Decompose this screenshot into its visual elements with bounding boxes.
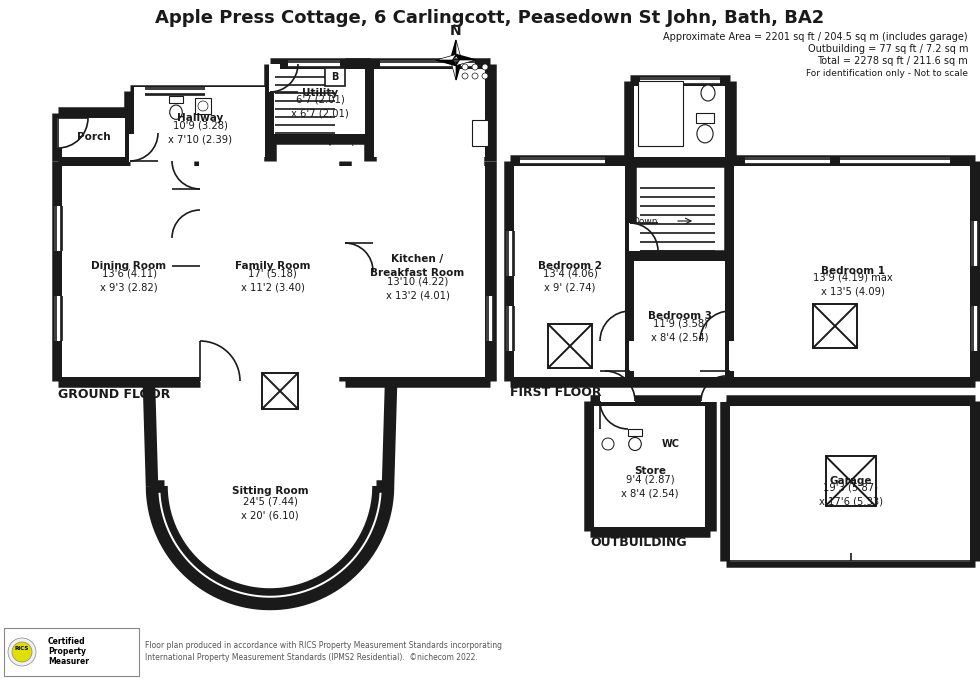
Text: Garage: Garage — [829, 476, 872, 486]
Bar — [594, 406, 705, 527]
Bar — [629, 341, 640, 371]
Ellipse shape — [697, 125, 713, 143]
Polygon shape — [436, 60, 456, 66]
Polygon shape — [451, 40, 456, 60]
Text: 19'3 (5.87)
x 17'6 (5.33): 19'3 (5.87) x 17'6 (5.33) — [818, 483, 883, 507]
Polygon shape — [436, 54, 456, 60]
Circle shape — [462, 73, 468, 79]
Circle shape — [462, 64, 468, 70]
Bar — [605, 391, 635, 402]
Bar — [145, 87, 205, 95]
Ellipse shape — [629, 438, 641, 451]
Bar — [628, 429, 642, 436]
Bar — [274, 69, 365, 134]
Text: 10'9 (3.28)
x 7'10 (2.39): 10'9 (3.28) x 7'10 (2.39) — [168, 120, 232, 144]
Bar — [629, 223, 640, 251]
Bar — [288, 60, 340, 68]
Bar — [134, 87, 265, 157]
Bar — [634, 261, 725, 377]
Bar — [600, 391, 628, 402]
Bar — [825, 456, 875, 506]
Text: Family Room: Family Room — [235, 261, 311, 271]
Bar — [199, 161, 210, 189]
Polygon shape — [456, 60, 462, 80]
Text: Apple Press Cottage, 6 Carlingcott, Peasedown St John, Bath, BA2: Apple Press Cottage, 6 Carlingcott, Peas… — [156, 9, 824, 27]
Text: Bedroom 1: Bedroom 1 — [820, 266, 885, 276]
Bar — [730, 551, 970, 562]
Bar — [269, 64, 280, 92]
Ellipse shape — [701, 85, 715, 101]
Bar — [696, 113, 714, 123]
Bar — [169, 96, 183, 104]
Text: 11'9 (3.58)
x 8'4 (2.54): 11'9 (3.58) x 8'4 (2.54) — [652, 318, 709, 342]
Bar — [729, 341, 740, 371]
Text: 13'4 (4.06)
x 9' (2.74): 13'4 (4.06) x 9' (2.74) — [543, 268, 598, 292]
Bar — [640, 77, 720, 85]
Bar — [506, 231, 514, 276]
Text: 6'7 (2.01)
x 6'7 (2.01): 6'7 (2.01) x 6'7 (2.01) — [291, 95, 349, 119]
Bar — [380, 60, 475, 68]
Text: Approximate Area = 2201 sq ft / 204.5 sq m (includes garage): Approximate Area = 2201 sq ft / 204.5 sq… — [663, 32, 968, 42]
Bar — [548, 324, 592, 368]
Polygon shape — [451, 60, 456, 80]
Text: Down: Down — [632, 217, 658, 226]
Bar — [486, 296, 494, 341]
Bar — [638, 81, 683, 146]
Text: WC: WC — [662, 439, 680, 449]
Text: For identification only - Not to scale: For identification only - Not to scale — [806, 69, 968, 78]
Circle shape — [12, 642, 32, 662]
Text: Hallway: Hallway — [176, 113, 223, 123]
Text: N: N — [450, 24, 462, 38]
Bar — [840, 157, 950, 165]
Bar — [813, 304, 857, 348]
Bar — [195, 98, 211, 114]
Text: RICS: RICS — [15, 646, 29, 650]
Text: Property: Property — [48, 648, 86, 657]
Bar — [520, 157, 605, 165]
Text: FIRST FLOOR: FIRST FLOOR — [510, 386, 602, 399]
Bar — [634, 86, 725, 157]
Text: 17' (5.18)
x 11'2 (3.40): 17' (5.18) x 11'2 (3.40) — [240, 268, 305, 292]
Text: Up: Up — [345, 137, 358, 145]
Bar — [730, 406, 970, 557]
Bar — [374, 69, 485, 157]
Ellipse shape — [170, 105, 182, 119]
Bar — [54, 206, 62, 251]
Bar — [971, 221, 979, 266]
Polygon shape — [456, 60, 476, 66]
Text: B: B — [331, 72, 339, 82]
Circle shape — [472, 64, 478, 70]
Text: GROUND FLOOR: GROUND FLOOR — [58, 388, 171, 401]
Bar — [472, 120, 488, 146]
Text: 13'9 (4.19) max
x 13'5 (4.09): 13'9 (4.19) max x 13'5 (4.09) — [812, 273, 893, 297]
Text: Sitting Room: Sitting Room — [231, 486, 309, 496]
Bar — [344, 243, 355, 271]
Bar — [62, 118, 125, 157]
Text: Porch: Porch — [77, 132, 111, 142]
Text: Bedroom 3: Bedroom 3 — [648, 311, 712, 321]
Polygon shape — [164, 486, 376, 592]
Text: Measurer: Measurer — [48, 657, 89, 667]
Text: Outbuilding = 77 sq ft / 7.2 sq m: Outbuilding = 77 sq ft / 7.2 sq m — [808, 44, 968, 54]
Text: Certified: Certified — [48, 637, 85, 646]
Text: International Property Measurement Standards (IPMS2 Residential).  ©nichecom 202: International Property Measurement Stand… — [145, 654, 477, 663]
Bar — [54, 296, 62, 341]
Circle shape — [482, 64, 488, 70]
Bar — [200, 371, 240, 382]
Ellipse shape — [602, 438, 614, 450]
Bar — [514, 166, 625, 377]
Text: 9'4 (2.87)
x 8'4 (2.54): 9'4 (2.87) x 8'4 (2.54) — [621, 474, 679, 498]
Bar — [701, 391, 726, 402]
Text: Bedroom 2: Bedroom 2 — [538, 261, 602, 271]
Circle shape — [198, 101, 208, 111]
Text: Floor plan produced in accordance with RICS Property Measurement Standards incor: Floor plan produced in accordance with R… — [145, 641, 502, 650]
Circle shape — [472, 73, 478, 79]
Text: Total = 2278 sq ft / 211.6 sq m: Total = 2278 sq ft / 211.6 sq m — [817, 56, 968, 66]
Text: Kitchen /
Breakfast Room: Kitchen / Breakfast Room — [370, 255, 465, 278]
Bar — [57, 118, 68, 148]
Bar — [506, 306, 514, 351]
Bar — [325, 68, 345, 86]
Bar — [4, 628, 139, 676]
Bar — [734, 166, 970, 377]
Text: OUTBUILDING: OUTBUILDING — [590, 536, 687, 549]
